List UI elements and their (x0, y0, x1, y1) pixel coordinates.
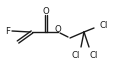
Text: Cl: Cl (72, 51, 80, 60)
Text: F: F (6, 26, 11, 36)
Text: Cl: Cl (90, 51, 98, 60)
Text: Cl: Cl (99, 22, 107, 31)
Text: O: O (43, 7, 49, 17)
Text: O: O (55, 25, 61, 34)
